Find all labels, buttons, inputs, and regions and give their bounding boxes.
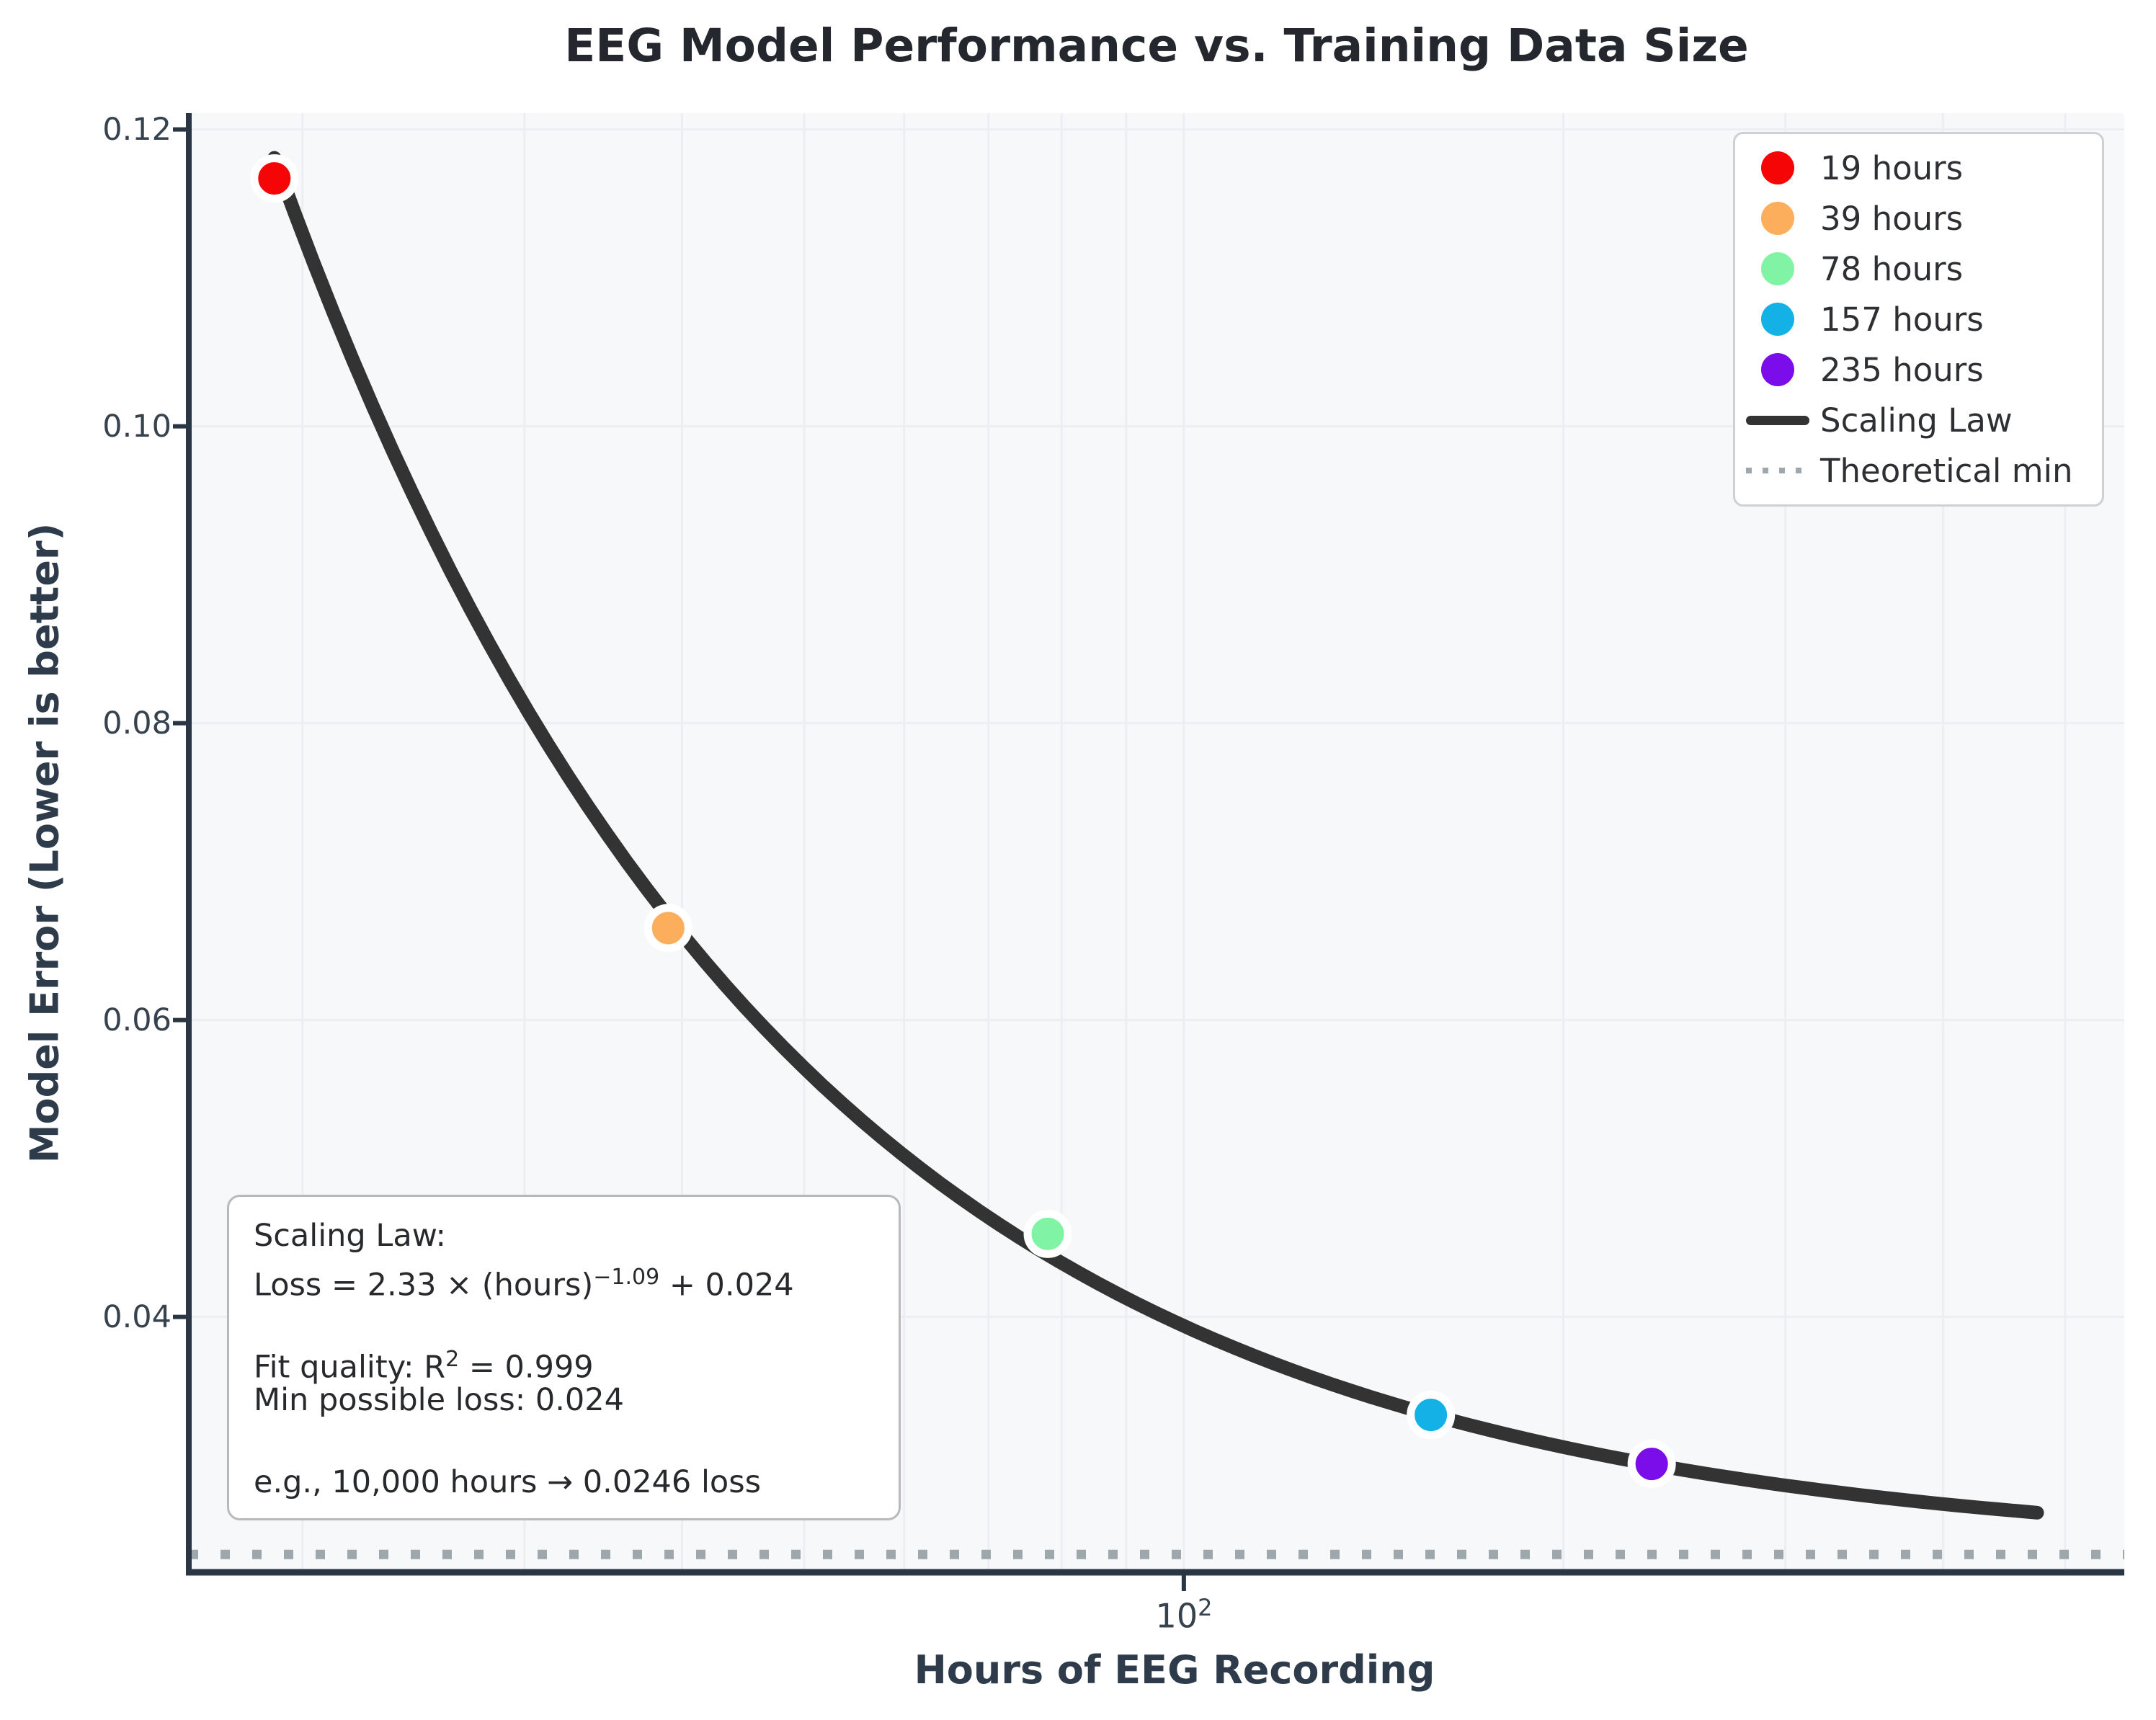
x-axis-label: Hours of EEG Recording bbox=[914, 1647, 1435, 1693]
legend-label: 19 hours bbox=[1820, 148, 1964, 187]
formula-pre: Loss = 2.33 × (hours) bbox=[254, 1267, 594, 1304]
y-tick-label: 0.12 bbox=[102, 111, 172, 148]
fit-post: = 0.999 bbox=[459, 1349, 594, 1386]
legend-marker-cell bbox=[1735, 468, 1820, 473]
legend-item: Theoretical min bbox=[1735, 445, 2102, 496]
annotation-blank-1 bbox=[254, 1298, 874, 1339]
annotation-title: Scaling Law: bbox=[254, 1218, 447, 1254]
x-tick-base: 10 bbox=[1155, 1596, 1198, 1636]
legend-label: 39 hours bbox=[1820, 199, 1964, 238]
annotation-blank-2 bbox=[254, 1421, 874, 1462]
y-tick-label: 0.06 bbox=[102, 1002, 172, 1038]
legend-line-marker bbox=[1746, 415, 1809, 425]
legend-dot-marker bbox=[1761, 252, 1794, 285]
legend-dot-marker bbox=[1761, 202, 1794, 235]
legend-label: Theoretical min bbox=[1820, 451, 2073, 490]
legend-dot-marker bbox=[1761, 353, 1794, 386]
y-tick-label: 0.08 bbox=[102, 705, 172, 741]
x-tick-exponent: 2 bbox=[1198, 1594, 1213, 1621]
y-axis-label: Model Error (Lower is better) bbox=[22, 522, 68, 1164]
legend-dotted-marker bbox=[1746, 468, 1809, 473]
legend-item: 78 hours bbox=[1735, 244, 2102, 294]
legend-marker-cell bbox=[1735, 202, 1820, 235]
legend-marker-cell bbox=[1735, 415, 1820, 425]
data-point bbox=[1407, 1391, 1456, 1440]
data-point bbox=[643, 904, 692, 953]
legend-item: 235 hours bbox=[1735, 344, 2102, 395]
legend-marker-cell bbox=[1735, 353, 1820, 386]
legend-dot-marker bbox=[1761, 151, 1794, 184]
legend-item: 157 hours bbox=[1735, 294, 2102, 344]
legend-label: 235 hours bbox=[1820, 350, 1984, 389]
annotation-fit-quality: Fit quality: R2 = 0.999 bbox=[254, 1339, 874, 1385]
annotation-formula: Loss = 2.33 × (hours)−1.09 + 0.024 bbox=[254, 1257, 874, 1303]
fit-exponent: 2 bbox=[445, 1347, 460, 1372]
formula-exponent: −1.09 bbox=[593, 1265, 660, 1290]
legend-marker-cell bbox=[1735, 303, 1820, 336]
formula-post: + 0.024 bbox=[659, 1267, 794, 1304]
x-tick-label: 102 bbox=[1156, 1594, 1213, 1635]
data-point bbox=[250, 154, 299, 203]
legend-marker-cell bbox=[1735, 151, 1820, 184]
legend-item: 39 hours bbox=[1735, 193, 2102, 244]
annotation-box: Scaling Law: Loss = 2.33 × (hours)−1.09 … bbox=[227, 1195, 901, 1520]
scaling-law-curve bbox=[267, 151, 2044, 1520]
annotation-example: e.g., 10,000 hours → 0.0246 loss bbox=[254, 1464, 761, 1500]
chart-title: EEG Model Performance vs. Training Data … bbox=[564, 19, 1749, 72]
data-point bbox=[1627, 1440, 1676, 1489]
legend-dot-marker bbox=[1761, 303, 1794, 336]
fit-pre: Fit quality: R bbox=[254, 1349, 446, 1386]
data-point bbox=[1023, 1209, 1072, 1258]
legend: 19 hours 39 hours 78 hours 157 hours 235 hou… bbox=[1733, 132, 2104, 507]
legend-label: Scaling Law bbox=[1820, 401, 2013, 440]
legend-label: 157 hours bbox=[1820, 300, 1984, 339]
y-tick-label: 0.10 bbox=[102, 408, 172, 445]
legend-label: 78 hours bbox=[1820, 249, 1964, 288]
legend-item: Scaling Law bbox=[1735, 395, 2102, 445]
legend-marker-cell bbox=[1735, 252, 1820, 285]
legend-item: 19 hours bbox=[1735, 143, 2102, 193]
annotation-min-loss: Min possible loss: 0.024 bbox=[254, 1382, 625, 1418]
y-tick-label: 0.04 bbox=[102, 1298, 172, 1335]
